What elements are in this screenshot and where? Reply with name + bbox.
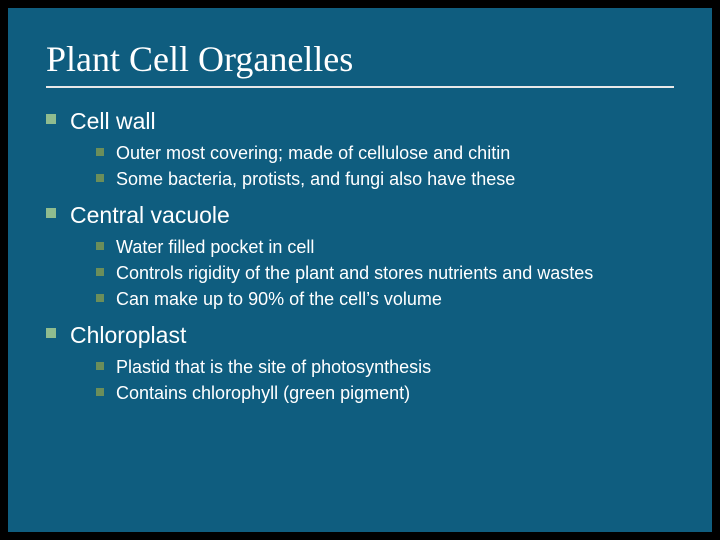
section-heading: Central vacuole — [46, 200, 674, 231]
item-text: Water filled pocket in cell — [116, 235, 314, 259]
title-divider — [46, 86, 674, 88]
item-text: Controls rigidity of the plant and store… — [116, 261, 593, 285]
heading-text: Chloroplast — [70, 320, 186, 351]
square-bullet-icon — [46, 114, 56, 124]
square-bullet-icon — [96, 294, 104, 302]
list-item: Plastid that is the site of photosynthes… — [96, 355, 674, 379]
square-bullet-icon — [96, 148, 104, 156]
item-text: Can make up to 90% of the cell’s volume — [116, 287, 442, 311]
item-text: Plastid that is the site of photosynthes… — [116, 355, 431, 379]
heading-text: Cell wall — [70, 106, 156, 137]
heading-text: Central vacuole — [70, 200, 230, 231]
section-items: Plastid that is the site of photosynthes… — [96, 355, 674, 406]
item-text: Contains chlorophyll (green pigment) — [116, 381, 410, 405]
square-bullet-icon — [46, 328, 56, 338]
list-item: Controls rigidity of the plant and store… — [96, 261, 674, 285]
section-heading: Cell wall — [46, 106, 674, 137]
section-items: Outer most covering; made of cellulose a… — [96, 141, 674, 192]
square-bullet-icon — [96, 268, 104, 276]
square-bullet-icon — [96, 388, 104, 396]
section-heading: Chloroplast — [46, 320, 674, 351]
item-text: Outer most covering; made of cellulose a… — [116, 141, 510, 165]
square-bullet-icon — [96, 362, 104, 370]
list-item: Water filled pocket in cell — [96, 235, 674, 259]
list-item: Outer most covering; made of cellulose a… — [96, 141, 674, 165]
square-bullet-icon — [46, 208, 56, 218]
slide: Plant Cell Organelles Cell wall Outer mo… — [8, 8, 712, 532]
square-bullet-icon — [96, 174, 104, 182]
slide-title: Plant Cell Organelles — [46, 38, 674, 80]
item-text: Some bacteria, protists, and fungi also … — [116, 167, 515, 191]
slide-content: Cell wall Outer most covering; made of c… — [46, 106, 674, 405]
section-items: Water filled pocket in cell Controls rig… — [96, 235, 674, 312]
list-item: Some bacteria, protists, and fungi also … — [96, 167, 674, 191]
list-item: Contains chlorophyll (green pigment) — [96, 381, 674, 405]
square-bullet-icon — [96, 242, 104, 250]
list-item: Can make up to 90% of the cell’s volume — [96, 287, 674, 311]
